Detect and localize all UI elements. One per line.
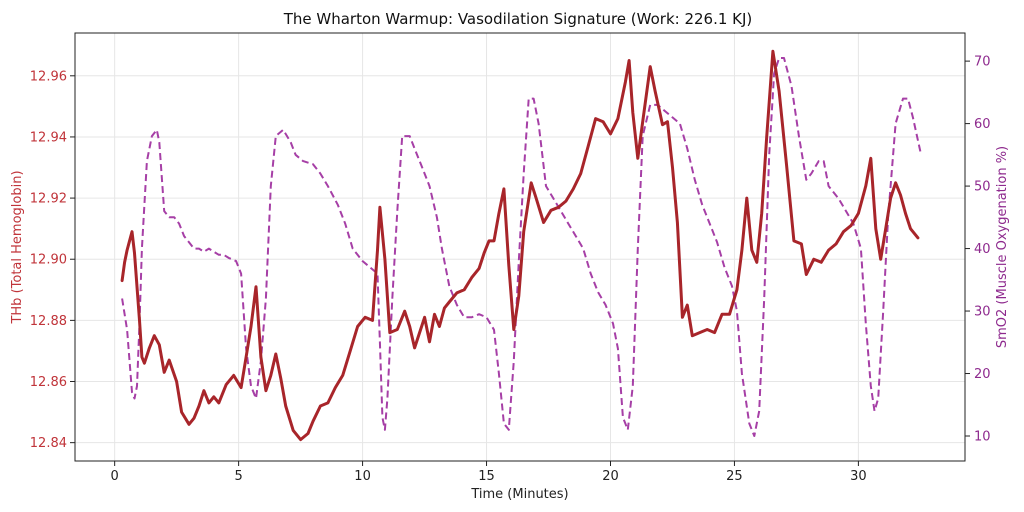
left-y-tick-label: 12.92 <box>30 192 67 207</box>
right-y-tick-label: 20 <box>974 367 991 382</box>
left-y-tick-label: 12.96 <box>30 69 67 84</box>
x-tick-label: 20 <box>602 469 619 484</box>
left-y-tick-label: 12.86 <box>30 375 67 390</box>
left-y-tick-label: 12.94 <box>30 130 67 145</box>
right-y-tick-label: 50 <box>974 180 991 195</box>
x-tick-label: 25 <box>726 469 743 484</box>
left-y-tick-label: 12.84 <box>30 436 67 451</box>
grid <box>75 33 965 461</box>
right-y-tick-label: 30 <box>974 305 991 320</box>
x-tick-label: 10 <box>354 469 371 484</box>
plot-frame <box>74 32 966 462</box>
x-axis-label: Time (Minutes) <box>470 487 568 502</box>
series-layer <box>120 49 922 442</box>
left-y-axis-label: THb (Total Hemoglobin) <box>10 170 25 324</box>
x-tick-label: 30 <box>850 469 867 484</box>
left-y-axis: 12.84 12.86 12.88 12.90 12.92 12.94 12.96 <box>30 69 75 451</box>
x-tick-label: 5 <box>234 469 242 484</box>
smo2-series-line <box>121 57 922 437</box>
chart-title: The Wharton Warmup: Vasodilation Signatu… <box>283 10 753 28</box>
right-y-axis: 10 20 30 40 50 60 70 <box>965 55 991 445</box>
thb-series-line <box>120 49 920 442</box>
right-y-tick-label: 70 <box>974 55 991 70</box>
left-y-tick-label: 12.88 <box>30 314 67 329</box>
right-y-tick-label: 60 <box>974 117 991 132</box>
x-tick-label: 15 <box>478 469 495 484</box>
right-y-tick-label: 10 <box>974 430 991 445</box>
right-y-axis-label: SmO2 (Muscle Oxygenation %) <box>995 146 1010 348</box>
right-y-tick-label: 40 <box>974 242 991 257</box>
x-axis: 0 5 10 15 20 25 30 <box>111 461 867 484</box>
left-y-tick-label: 12.90 <box>30 253 67 268</box>
x-tick-label: 0 <box>111 469 119 484</box>
